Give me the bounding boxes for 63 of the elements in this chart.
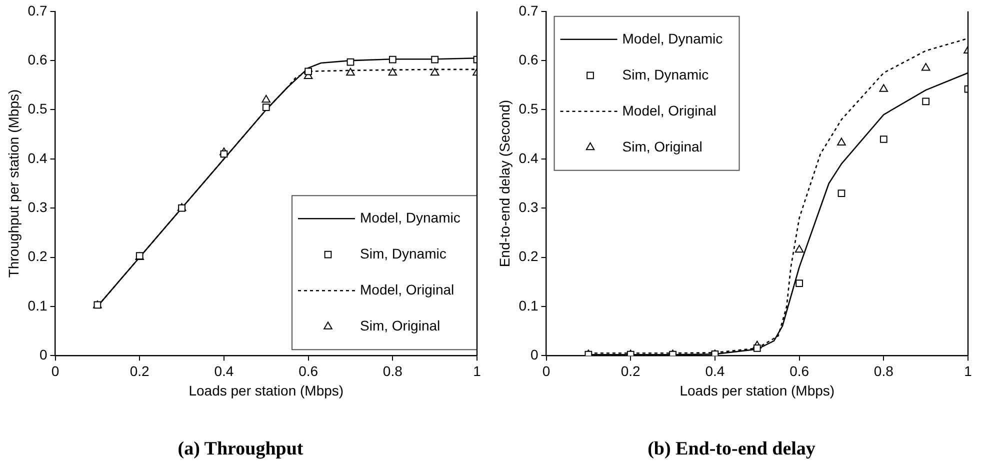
legend-label: Model, Dynamic: [360, 209, 460, 226]
x-tick-label: 0.6: [790, 362, 810, 379]
point: [796, 280, 803, 287]
y-tick-label: 0.5: [518, 100, 538, 117]
x-tick-label: 1: [473, 362, 482, 379]
point: [262, 94, 271, 103]
y-tick-label: 0.4: [28, 150, 48, 166]
x-tick-label: 0: [51, 362, 60, 379]
x-tick-label: 0.4: [705, 362, 725, 379]
point: [346, 68, 355, 76]
x-axis-title: Loads per station (Mbps): [188, 382, 344, 399]
point: [880, 136, 888, 143]
legend-label: Model, Original: [622, 102, 716, 118]
x-axis-title: Loads per station (Mbps): [680, 382, 835, 399]
text: (a) Throughput: [178, 438, 304, 460]
legend-label: Sim, Dynamic: [360, 245, 446, 262]
y-axis-title: Throughput per station (Mbps): [5, 89, 22, 278]
point: [753, 344, 761, 352]
point: [711, 350, 719, 356]
y-tick-label: 0: [530, 346, 538, 362]
x-tick-label: 1: [964, 362, 972, 379]
y-tick-label: 0.6: [518, 51, 538, 68]
x-tick-label: 0.4: [214, 362, 234, 379]
text: (b) End-to-end delay: [648, 438, 816, 460]
legend-label: Model, Original: [360, 281, 454, 298]
x-tick-label: 0: [542, 362, 550, 379]
y-tick-label: 0.1: [28, 297, 48, 314]
point: [220, 150, 228, 158]
point: [838, 190, 846, 198]
legend-label: Model, Dynamic: [622, 30, 723, 46]
point: [136, 252, 144, 260]
point: [388, 56, 396, 64]
point: [837, 138, 846, 146]
x-tick-label: 0.8: [382, 362, 403, 379]
y-tick-label: 0.2: [28, 248, 48, 264]
y-tick-label: 0.6: [28, 51, 48, 68]
y-tick-label: 0.4: [518, 150, 538, 166]
y-tick-label: 0.5: [28, 100, 48, 117]
point: [430, 68, 440, 76]
x-tick-label: 0.2: [620, 362, 641, 379]
x-tick-label: 0.2: [130, 362, 150, 379]
x-tick-label: 0.6: [298, 362, 318, 379]
point: [921, 62, 930, 71]
legend-label: Sim, Original: [622, 138, 702, 154]
x-tick-label: 0.8: [874, 362, 894, 379]
y-tick-label: 0.2: [518, 248, 538, 264]
point: [388, 68, 398, 76]
y-tick-label: 0.3: [28, 198, 48, 215]
y-tick-label: 0.3: [518, 198, 538, 215]
y-tick-label: 0.7: [28, 2, 48, 18]
y-tick-label: 0: [39, 346, 48, 362]
y-tick-label: 0.7: [518, 2, 538, 18]
y-axis-title: End-to-end delay (Second): [496, 100, 512, 268]
point: [304, 68, 312, 76]
point: [922, 98, 930, 106]
point: [879, 84, 888, 92]
point: [431, 56, 439, 64]
point: [262, 104, 270, 111]
y-tick-label: 0.1: [518, 297, 538, 314]
point: [794, 244, 804, 253]
point: [346, 58, 354, 66]
legend-label: Sim, Dynamic: [622, 66, 709, 82]
legend-label: Sim, Original: [360, 317, 440, 334]
